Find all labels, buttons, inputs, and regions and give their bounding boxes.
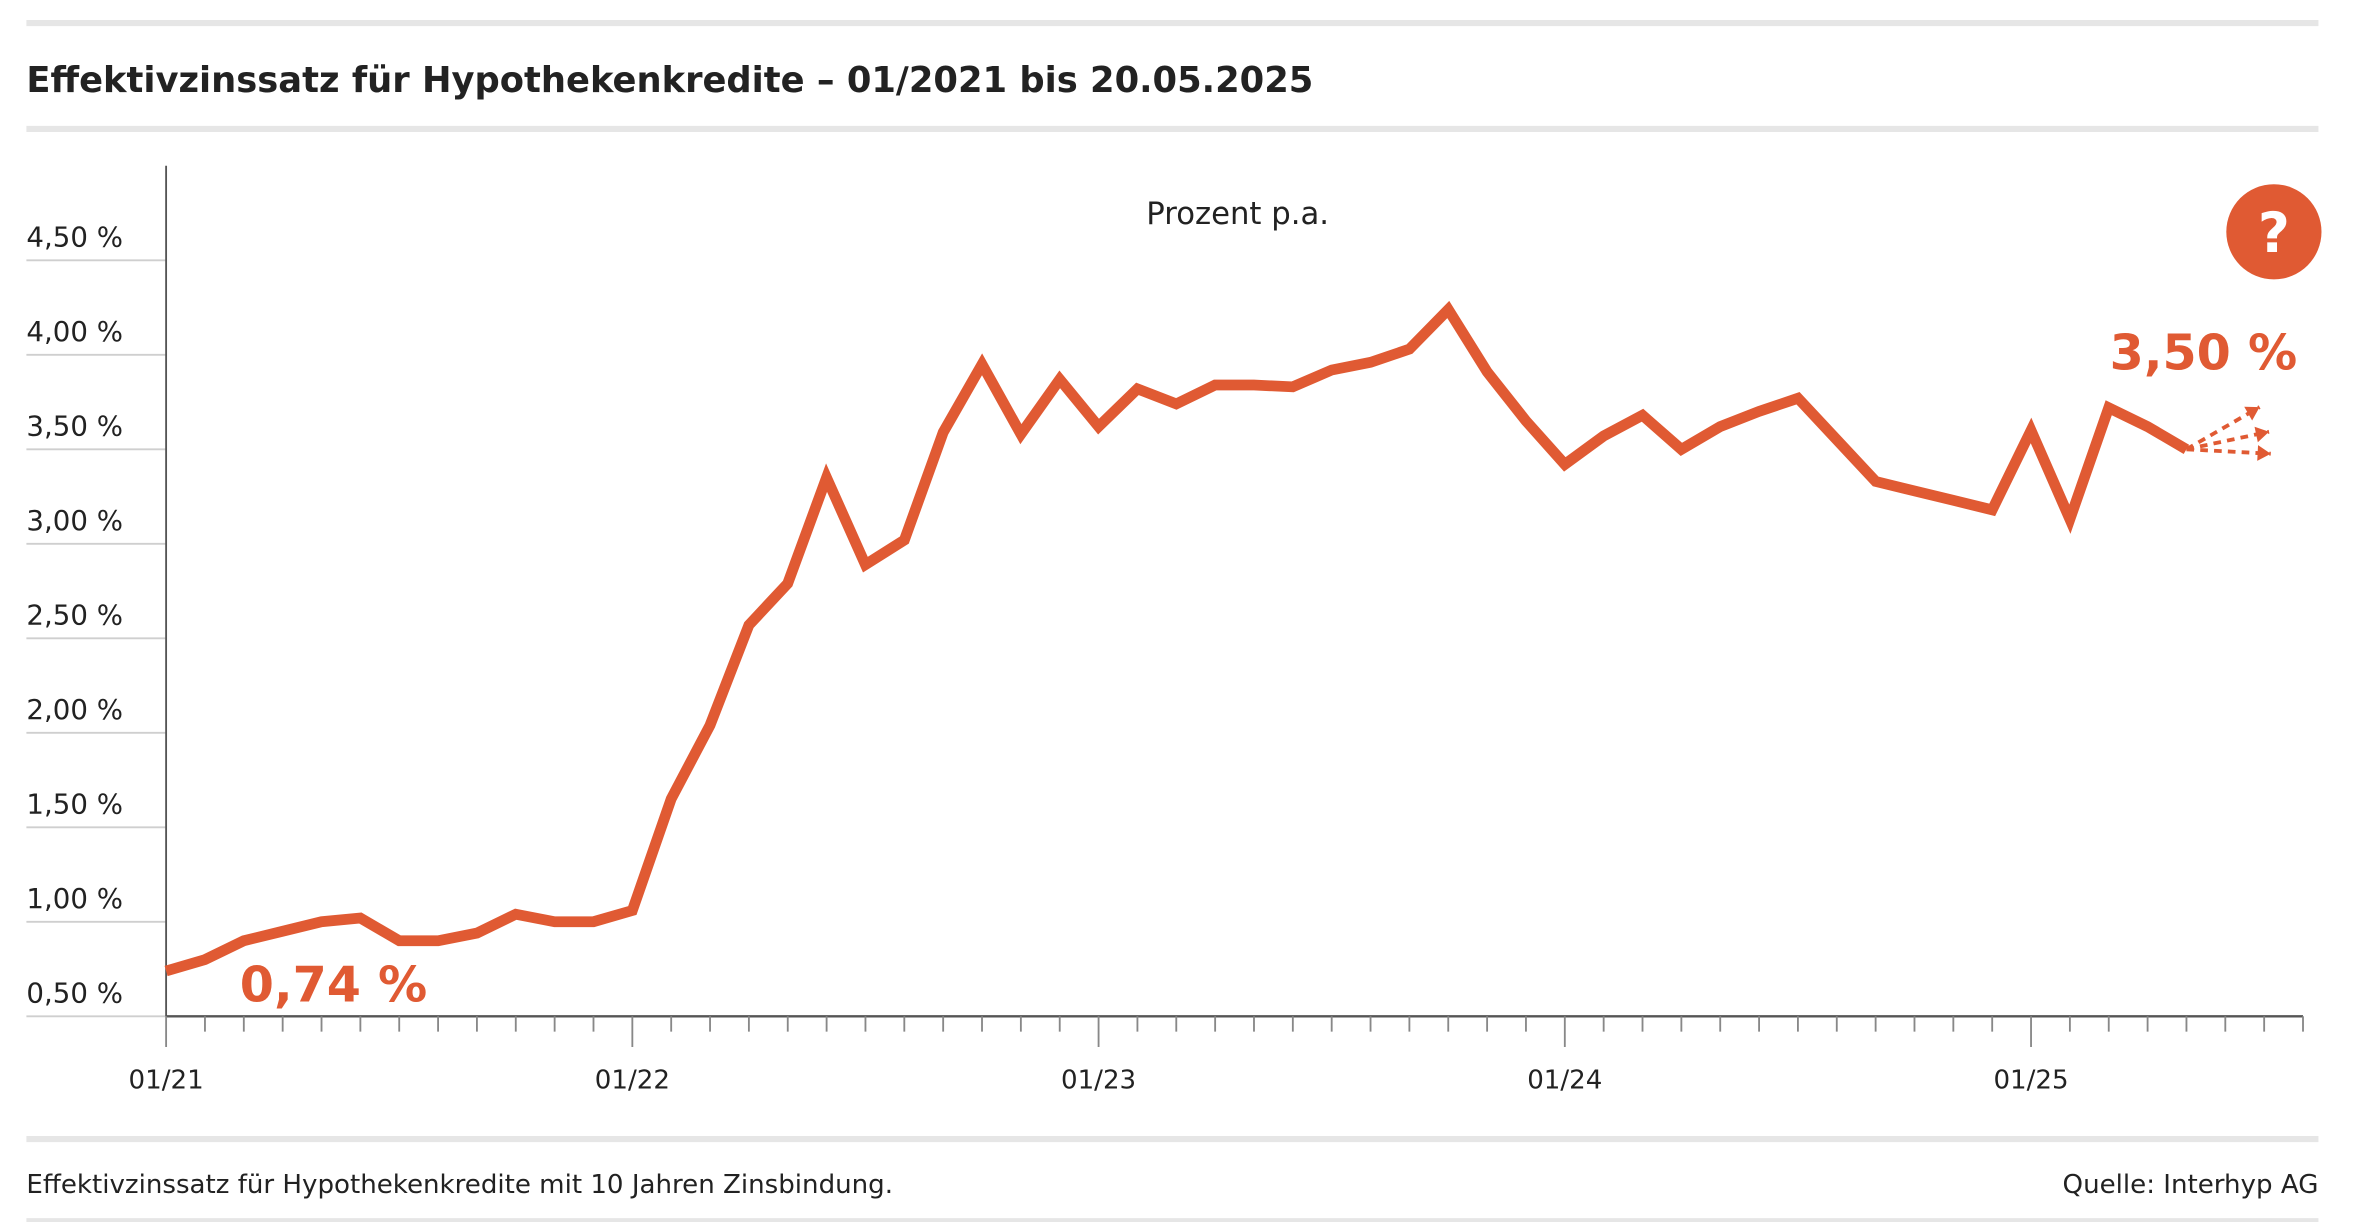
trend-arrow (2185, 405, 2261, 451)
chart-title: Effektivzinssatz für Hypothekenkredite –… (26, 60, 1313, 101)
y-tick-label: 3,50 % (26, 409, 123, 442)
y-tick-label: 1,50 % (26, 787, 123, 820)
help-button[interactable]: ? (2226, 184, 2322, 280)
trend-arrow (2186, 447, 2271, 456)
x-tick-label: 01/23 (1061, 1065, 1136, 1095)
x-tick-label: 01/21 (129, 1065, 204, 1095)
help-circle[interactable] (2226, 184, 2322, 280)
y-tick-label: 4,00 % (26, 315, 123, 348)
y-tick-label: 2,00 % (26, 693, 123, 726)
y-tick-label: 0,50 % (26, 976, 123, 1009)
y-tick-label: 4,50 % (26, 220, 123, 253)
x-tick-label: 01/22 (595, 1065, 670, 1095)
chart-note: Effektivzinssatz für Hypothekenkredite m… (26, 1170, 893, 1200)
data-label: 3,50 % (2110, 323, 2297, 381)
trend-arrow-head (2244, 406, 2260, 421)
data-line (164, 300, 2190, 977)
trend-arrow-head (2257, 445, 2271, 461)
chart-source: Quelle: Interhyp AG (2063, 1170, 2319, 1200)
trend-arrow (2186, 429, 2270, 452)
help-label[interactable]: ? (2258, 202, 2290, 266)
trend-arrow-head (2254, 426, 2270, 443)
y-tick-label: 2,50 % (26, 598, 123, 631)
y-tick-label: 1,00 % (26, 882, 123, 915)
data-label: 0,74 % (240, 956, 427, 1014)
x-tick-label: 01/25 (1993, 1065, 2068, 1095)
y-tick-label: 3,00 % (26, 504, 123, 537)
x-tick-label: 01/24 (1527, 1065, 1602, 1095)
chart-subtitle: Prozent p.a. (1146, 197, 1329, 232)
